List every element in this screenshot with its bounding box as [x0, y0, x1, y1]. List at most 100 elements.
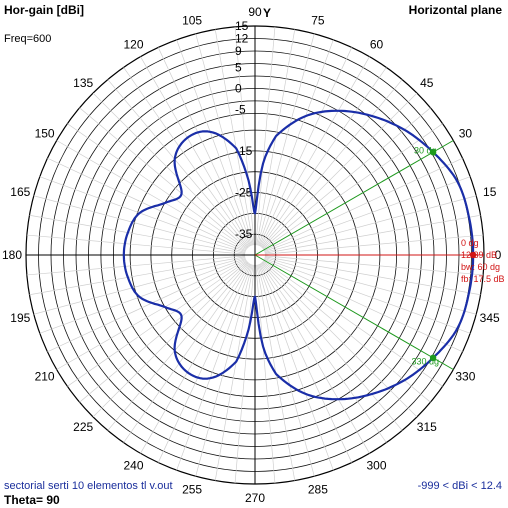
grid-spoke	[26, 234, 246, 255]
radial-tick-label: 15	[235, 19, 249, 33]
grid-spoke	[140, 263, 251, 454]
grid-spoke	[195, 33, 253, 246]
file-name: sectorial serti 10 elementos tl v.out	[4, 480, 173, 492]
radial-tick-label: -25	[235, 186, 253, 200]
gain-range: -999 < dBi < 12.4	[417, 480, 502, 492]
grid-spoke	[214, 29, 254, 246]
angle-tick-label: 330	[455, 370, 475, 384]
angle-tick-label: 270	[245, 491, 265, 505]
angle-tick-label: 180	[2, 248, 22, 262]
main-lobe-label: 12.39 dB	[461, 250, 497, 260]
grid-spoke	[264, 256, 481, 296]
grid-spoke	[258, 264, 334, 471]
grid-spoke	[92, 261, 249, 418]
main-lobe-point	[469, 251, 477, 259]
grid-spoke	[262, 107, 431, 249]
radial-tick-label: 5	[235, 61, 242, 75]
grid-spoke	[264, 176, 471, 252]
pattern-layer	[122, 109, 477, 401]
angle-tick-label: 165	[10, 185, 30, 199]
grid-spoke	[79, 107, 248, 249]
main-lobe-label: fb: 17.5 dB	[461, 274, 505, 284]
grid-spoke	[263, 258, 463, 353]
radial-tick-label: 0	[235, 82, 242, 96]
grid-spoke	[26, 255, 246, 276]
gain-pattern-curve	[122, 109, 475, 401]
grid-spoke	[92, 92, 249, 249]
angle-tick-label: 255	[182, 483, 202, 497]
grid-spoke	[264, 195, 477, 253]
grid-spoke	[262, 261, 431, 403]
angle-tick-label: 0	[495, 248, 502, 262]
grid-spoke	[258, 39, 334, 246]
frequency-label: Freq=600	[4, 33, 52, 45]
grid-spoke	[107, 79, 249, 248]
grid-spoke	[261, 261, 418, 418]
grid-spoke	[33, 257, 246, 315]
angle-tick-label: 210	[35, 370, 55, 384]
main-lobe-label: bw: 60 dg	[461, 262, 500, 272]
angle-tick-label: 45	[420, 76, 434, 90]
beamwidth-line	[254, 254, 454, 370]
grid-spoke	[56, 140, 247, 251]
grid-spoke	[262, 123, 443, 250]
grid-spoke	[261, 92, 418, 249]
grid-spoke	[176, 39, 252, 246]
beamwidth-point	[429, 354, 437, 361]
grid-spoke	[176, 264, 252, 471]
beamwidth-label: 330 dg	[412, 357, 440, 367]
angle-tick-label: 285	[308, 483, 328, 497]
angle-tick-label: 195	[10, 311, 30, 325]
radial-tick-label: -35	[235, 227, 253, 241]
marker-labels: 30 dg 330 dg 0 dg 12.39 dB bw: 60 dg fb: 17.5…	[412, 146, 505, 367]
angle-tick-label: 240	[123, 458, 143, 472]
theta-label: Theta= 90	[4, 493, 60, 507]
grid-spoke	[259, 263, 370, 454]
grid-spoke	[39, 258, 246, 334]
radial-tick-label: 12	[235, 32, 249, 46]
grid-spoke	[264, 214, 481, 254]
grid-spoke	[123, 67, 250, 248]
angle-tick-label: 105	[182, 13, 202, 27]
grid-spoke	[264, 258, 471, 334]
y-axis-label: Y	[263, 6, 271, 20]
angle-tick-label: 120	[123, 38, 143, 52]
grid-spoke	[79, 261, 248, 403]
grid-spoke	[67, 260, 248, 387]
beamwidth-point	[429, 149, 437, 156]
grid-spoke	[260, 262, 387, 443]
grid-spoke	[47, 258, 247, 353]
grid-spoke	[264, 257, 477, 315]
angle-tick-label: 225	[73, 420, 93, 434]
chart-title: Hor-gain [dBi]	[4, 3, 84, 17]
angle-tick-label: 75	[311, 13, 325, 27]
main-lobe-label: 0 dg	[461, 238, 479, 248]
grid-spoke	[123, 262, 250, 443]
grid-spoke	[262, 260, 443, 387]
grid-spoke	[258, 47, 353, 247]
grid-spoke	[33, 195, 246, 253]
angle-tick-label: 150	[35, 127, 55, 141]
marker-lines	[254, 140, 484, 370]
grid-spoke	[157, 47, 252, 247]
angle-tick-label: 15	[483, 185, 497, 199]
grid-spoke	[47, 157, 247, 252]
grid-spoke	[258, 263, 353, 463]
grid-spoke	[67, 123, 248, 250]
grid-spoke	[261, 262, 403, 431]
grid-spoke	[259, 56, 370, 247]
angle-tick-label: 345	[480, 311, 500, 325]
angle-tick-label: 90	[248, 5, 262, 19]
grid-spoke	[263, 157, 463, 252]
grid-spoke	[214, 264, 254, 481]
grid-spoke	[261, 79, 403, 248]
grid-spoke	[257, 33, 315, 246]
grid-spoke	[29, 256, 246, 296]
grid-spoke	[234, 26, 255, 246]
beamwidth-label: 30 dg	[414, 146, 437, 156]
grid-spoke	[255, 26, 276, 246]
grid-spoke	[157, 263, 252, 463]
